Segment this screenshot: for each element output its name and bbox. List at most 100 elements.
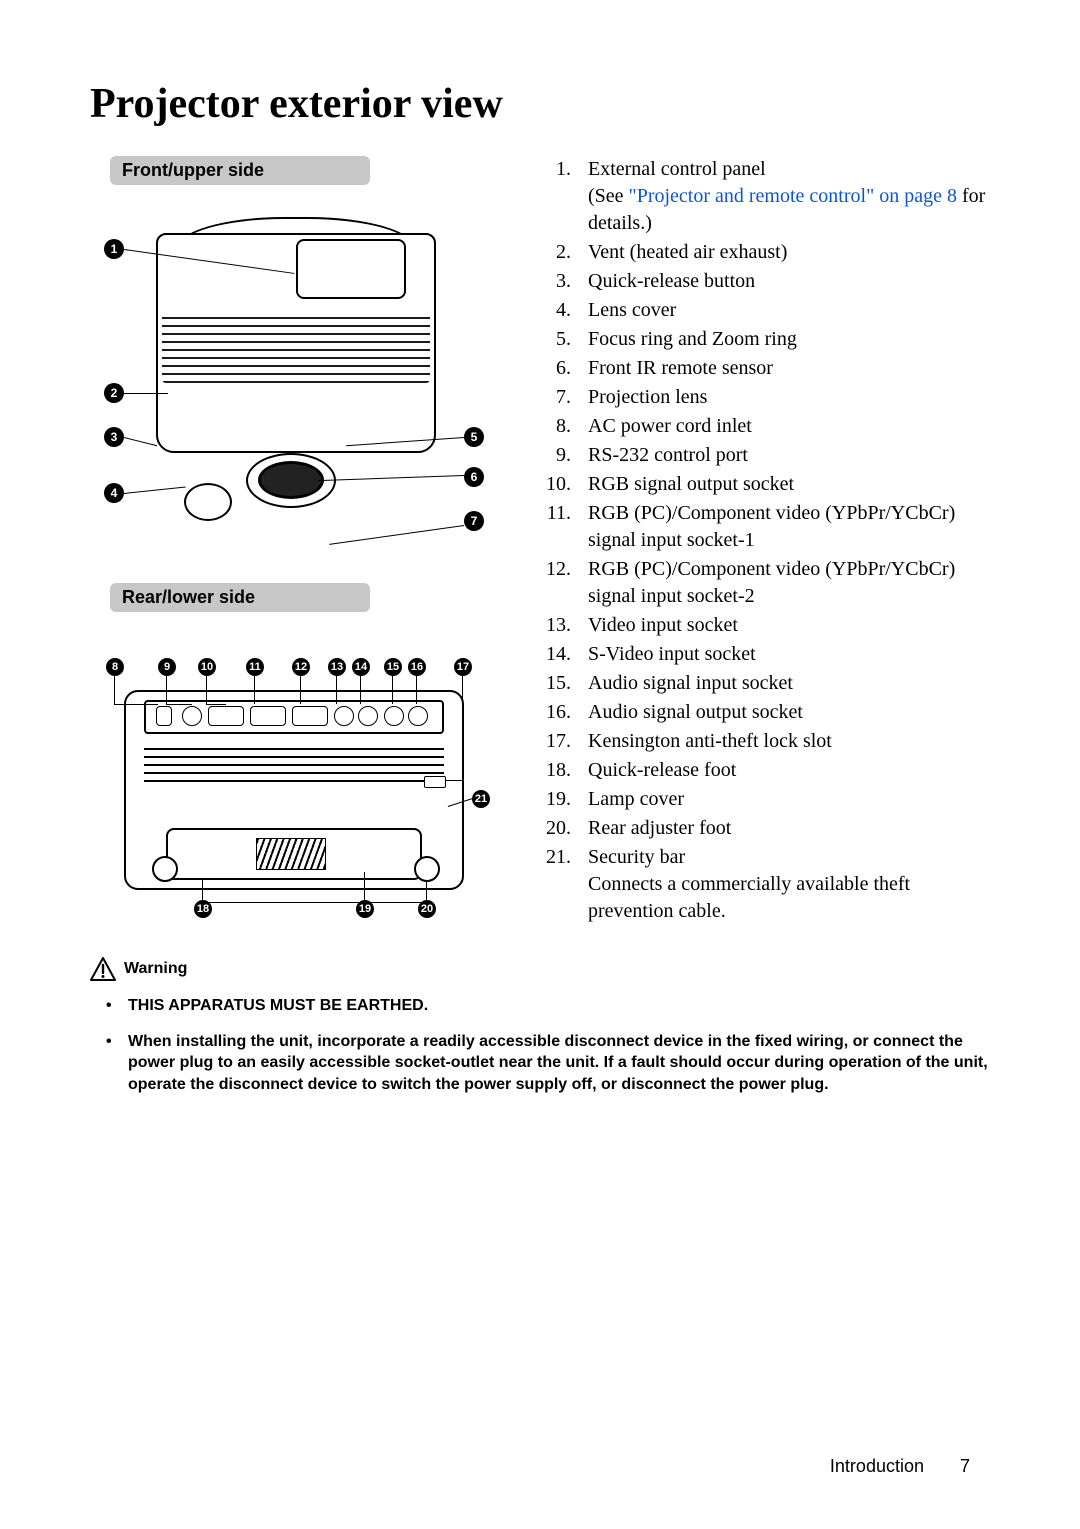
part-text: RGB signal output socket [588, 473, 794, 495]
part-text: Security bar [588, 846, 685, 868]
leader-line [300, 676, 301, 704]
cross-reference-link[interactable]: "Projector and remote control" on page 8 [629, 185, 957, 207]
rear-port-rs232 [182, 706, 202, 726]
callout-17: 17 [454, 658, 472, 676]
projector-vents [162, 313, 430, 383]
leader-line [254, 676, 255, 704]
parts-list: External control panel (See "Projector a… [520, 156, 990, 925]
leader-line [206, 676, 207, 704]
list-item: Quick-release button [576, 268, 990, 295]
callout-15: 15 [384, 658, 402, 676]
projector-lock-slot [424, 776, 446, 788]
list-item: Quick-release foot [576, 757, 990, 784]
rear-port-audio-out [408, 706, 428, 726]
rear-port-ac [156, 706, 172, 726]
part-text: RGB (PC)/Component video (YPbPr/YCbCr) s… [588, 558, 955, 607]
rear-port-computer-in1 [250, 706, 286, 726]
part-text: S-Video input socket [588, 643, 756, 665]
list-item: Kensington anti-theft lock slot [576, 728, 990, 755]
part-text: Vent (heated air exhaust) [588, 241, 787, 263]
leader-line [114, 704, 158, 705]
callout-14: 14 [352, 658, 370, 676]
warning-item: THIS APPARATUS MUST BE EARTHED. [106, 995, 990, 1017]
callout-11: 11 [246, 658, 264, 676]
list-item: RGB (PC)/Component video (YPbPr/YCbCr) s… [576, 556, 990, 610]
leader-line [462, 676, 463, 780]
part-text: Lamp cover [588, 788, 684, 810]
rear-port-video [334, 706, 354, 726]
warning-label: Warning [124, 960, 187, 978]
callout-2: 2 [104, 383, 124, 403]
list-item: RS-232 control port [576, 442, 990, 469]
callout-5: 5 [464, 427, 484, 447]
callout-20: 20 [418, 900, 436, 918]
leader-line [202, 880, 203, 902]
warning-header: Warning [90, 957, 990, 981]
footer-page-number: 7 [960, 1456, 970, 1477]
list-item: Audio signal input socket [576, 670, 990, 697]
warning-section: Warning THIS APPARATUS MUST BE EARTHED. … [90, 957, 990, 1095]
rear-port-computer-out [208, 706, 244, 726]
list-item: Lens cover [576, 297, 990, 324]
callout-9: 9 [158, 658, 176, 676]
warning-item: When installing the unit, incorporate a … [106, 1031, 990, 1096]
warning-list: THIS APPARATUS MUST BE EARTHED. When ins… [90, 995, 990, 1095]
part-text: Focus ring and Zoom ring [588, 328, 797, 350]
projector-foot-right [414, 856, 440, 882]
part-text: Kensington anti-theft lock slot [588, 730, 832, 752]
projector-lamp-cover [256, 838, 326, 870]
part-text: Audio signal output socket [588, 701, 803, 723]
leader-line [364, 872, 365, 902]
part-subtext: Connects a commercially available theft … [588, 871, 990, 925]
page-footer: Introduction 7 [830, 1456, 970, 1477]
diagrams-column: Front/upper side 1 2 3 4 [90, 156, 490, 927]
projector-lens-cover [184, 483, 232, 521]
part-text: Projection lens [588, 386, 707, 408]
callout-4: 4 [104, 483, 124, 503]
leader-line [124, 487, 186, 495]
part-text: Lens cover [588, 299, 676, 321]
leader-line [336, 676, 337, 704]
part-text: RS-232 control port [588, 444, 748, 466]
manual-page: Projector exterior view Front/upper side [0, 0, 1080, 1529]
part-text: Video input socket [588, 614, 738, 636]
page-title: Projector exterior view [90, 80, 990, 128]
projector-foot-left [152, 856, 178, 882]
callout-8: 8 [106, 658, 124, 676]
leader-line [166, 704, 192, 705]
part-text: Rear adjuster foot [588, 817, 731, 839]
list-item: RGB (PC)/Component video (YPbPr/YCbCr) s… [576, 500, 990, 554]
part-text: Quick-release button [588, 270, 755, 292]
warning-icon [90, 957, 116, 981]
callout-13: 13 [328, 658, 346, 676]
callout-16: 16 [408, 658, 426, 676]
list-item: RGB signal output socket [576, 471, 990, 498]
leader-line [446, 780, 462, 781]
callout-19: 19 [356, 900, 374, 918]
section-tab-front: Front/upper side [110, 156, 370, 185]
list-item: Rear adjuster foot [576, 815, 990, 842]
list-item: Lamp cover [576, 786, 990, 813]
part-text: Audio signal input socket [588, 672, 793, 694]
rear-port-svideo [358, 706, 378, 726]
part-text: Quick-release foot [588, 759, 736, 781]
list-item: Security bar Connects a commercially ava… [576, 844, 990, 925]
list-item: External control panel (See "Projector a… [576, 156, 990, 237]
list-item: AC power cord inlet [576, 413, 990, 440]
leader-line [318, 475, 464, 481]
front-diagram: 1 2 3 4 5 6 7 [96, 193, 486, 563]
content-columns: Front/upper side 1 2 3 4 [90, 156, 990, 927]
part-extra-pre: (See [588, 185, 629, 207]
part-text: Front IR remote sensor [588, 357, 773, 379]
callout-10: 10 [198, 658, 216, 676]
rear-diagram: 8 9 10 11 12 13 14 15 16 17 21 18 19 20 [96, 620, 486, 920]
list-item: Front IR remote sensor [576, 355, 990, 382]
leader-line [202, 902, 427, 903]
projector-lens [258, 461, 324, 499]
leader-line [392, 676, 393, 704]
list-item: Focus ring and Zoom ring [576, 326, 990, 353]
callout-7: 7 [464, 511, 484, 531]
list-item: Vent (heated air exhaust) [576, 239, 990, 266]
list-item: Projection lens [576, 384, 990, 411]
rear-port-audio-in [384, 706, 404, 726]
